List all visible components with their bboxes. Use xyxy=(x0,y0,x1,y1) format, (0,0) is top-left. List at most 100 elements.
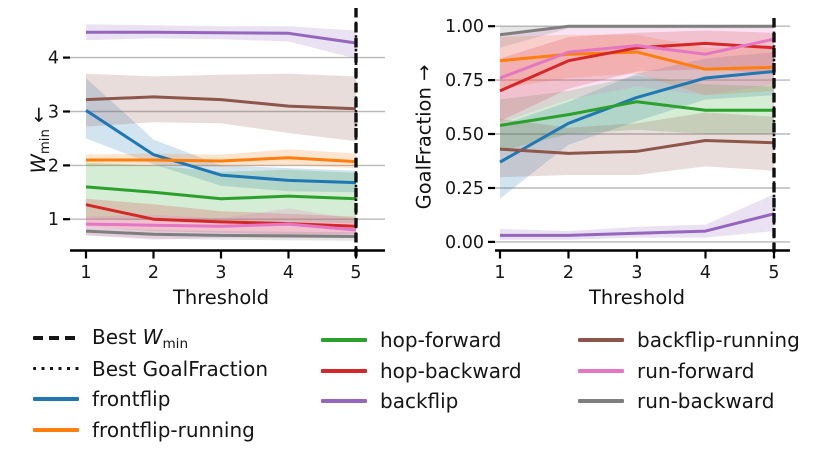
right-chart-ylabel: GoalFraction → xyxy=(413,65,436,210)
legend-dashed-line-sample xyxy=(33,336,79,341)
right-chart: 1 2 3 4 5 0.00 0.25 0.50 0.75 1.00 xyxy=(445,17,790,283)
legend: Best Wmin Best GoalFraction frontflip front… xyxy=(0,318,831,468)
right-band-backflip xyxy=(500,194,774,240)
legend-solid-line-sample xyxy=(321,338,367,343)
left-chart-xlabel: Threshold xyxy=(172,286,270,309)
label-part: hop-forward xyxy=(380,328,502,353)
x-tick-label: 2 xyxy=(563,263,574,283)
left-line-frontflip xyxy=(85,109,357,185)
x-tick-label: 1 xyxy=(494,263,505,283)
right-line-run-backward xyxy=(499,24,774,37)
label-part: GoalFraction → xyxy=(412,64,436,210)
left-band-backflip-running xyxy=(86,73,356,142)
label-part: W xyxy=(142,324,163,349)
label-part: hop-backward xyxy=(380,358,522,383)
y-tick-label: 0.75 xyxy=(445,71,484,91)
legend-label: backflip-running xyxy=(637,328,800,352)
left-line-hop-forward xyxy=(85,185,357,201)
legend-solid-line-sample xyxy=(578,399,624,404)
left-line-frontflip-running xyxy=(86,156,357,164)
y-tick-label: 1.00 xyxy=(445,17,484,37)
x-tick-label: 5 xyxy=(350,263,361,283)
left-line-backflip xyxy=(86,30,357,45)
right-band-backflip-running xyxy=(500,112,774,178)
legend-item-frontflip-running: frontflip-running xyxy=(33,415,268,446)
right-line-hop-backward xyxy=(499,41,775,93)
legend-solid-line-sample xyxy=(321,399,367,404)
label-part: W xyxy=(27,154,51,174)
left-band-backflip xyxy=(86,24,356,59)
legend-label: hop-backward xyxy=(380,359,522,383)
left-band-frontflip xyxy=(86,78,356,193)
legend-item-best-goalfraction: Best GoalFraction xyxy=(33,354,268,385)
legend-item-run-backward: run-backward xyxy=(578,386,800,417)
y-tick-label: 0.50 xyxy=(445,125,484,145)
right-line-frontflip xyxy=(499,70,775,164)
legend-label: hop-forward xyxy=(380,328,502,352)
legend-label: run-backward xyxy=(637,389,775,413)
legend-column-3: backflip-running run-forward run-backward xyxy=(578,325,800,417)
label-part: frontflip xyxy=(92,387,171,412)
legend-column-1: Best Wmin Best GoalFraction frontflip front… xyxy=(33,323,268,445)
legend-label: run-forward xyxy=(637,359,754,383)
right-line-backflip-running xyxy=(499,139,775,155)
right-band-frontflip xyxy=(500,52,774,199)
legend-label: frontflip xyxy=(92,387,170,411)
label-part: backflip-running xyxy=(637,328,800,353)
y-tick-label: 4 xyxy=(48,49,59,69)
legend-solid-line-sample xyxy=(578,368,624,373)
label-part: Best xyxy=(92,324,143,349)
label-part: min xyxy=(37,129,53,155)
left-chart: 1 2 3 4 5 1 2 3 4 xyxy=(48,8,385,283)
legend-item-frontflip: frontflip xyxy=(33,384,268,415)
left-chart-ylabel: Wmin ← xyxy=(27,107,53,174)
legend-label: frontflip-running xyxy=(92,418,255,442)
legend-label: Best Wmin xyxy=(92,325,188,352)
label-part: run-backward xyxy=(637,389,775,414)
y-tick-label: 0.00 xyxy=(445,233,484,253)
legend-dotted-line-sample xyxy=(33,367,79,371)
right-band-frontflip-running xyxy=(500,34,774,96)
x-tick-label: 4 xyxy=(283,263,294,283)
legend-solid-line-sample xyxy=(321,368,367,373)
legend-solid-line-sample xyxy=(33,397,79,402)
right-chart-xlabel: Threshold xyxy=(588,286,686,309)
legend-item-backflip: backflip xyxy=(321,386,522,417)
legend-label: Best GoalFraction xyxy=(92,357,268,381)
right-line-backflip xyxy=(500,212,775,237)
legend-solid-line-sample xyxy=(578,338,624,343)
left-line-run-backward xyxy=(85,229,357,238)
legend-label: backflip xyxy=(380,389,458,413)
y-tick-label: 1 xyxy=(48,210,59,230)
x-tick-label: 5 xyxy=(768,263,779,283)
label-part: frontflip-running xyxy=(92,417,255,442)
legend-item-hop-backward: hop-backward xyxy=(321,356,522,387)
legend-item-backflip-running: backflip-running xyxy=(578,325,800,356)
x-tick-label: 2 xyxy=(148,263,159,283)
x-tick-label: 1 xyxy=(80,263,91,283)
legend-item-best-wmin: Best Wmin xyxy=(33,323,268,354)
right-band-run-backward xyxy=(500,26,774,48)
x-tick-label: 3 xyxy=(631,263,642,283)
left-band-hop-forward xyxy=(86,162,356,224)
right-band-hop-forward xyxy=(500,75,774,152)
legend-item-hop-forward: hop-forward xyxy=(321,325,522,356)
right-line-frontflip-running xyxy=(499,50,775,71)
legend-item-run-forward: run-forward xyxy=(578,356,800,387)
label-part: Best GoalFraction xyxy=(92,356,269,381)
right-line-hop-forward xyxy=(499,100,774,127)
x-tick-label: 4 xyxy=(700,263,711,283)
right-band-run-forward xyxy=(500,26,774,124)
left-line-hop-backward xyxy=(85,203,357,228)
y-tick-label: 2 xyxy=(48,156,59,176)
left-line-backflip-running xyxy=(85,95,357,111)
y-tick-label: 3 xyxy=(48,103,59,123)
y-tick-label: 0.25 xyxy=(445,179,484,199)
legend-column-2: hop-forward hop-backward backflip xyxy=(321,325,522,417)
right-line-run-forward xyxy=(499,37,775,80)
label-part: ← xyxy=(27,106,51,130)
legend-solid-line-sample xyxy=(33,427,79,432)
label-part: min xyxy=(162,335,189,352)
left-line-run-forward xyxy=(85,222,357,232)
